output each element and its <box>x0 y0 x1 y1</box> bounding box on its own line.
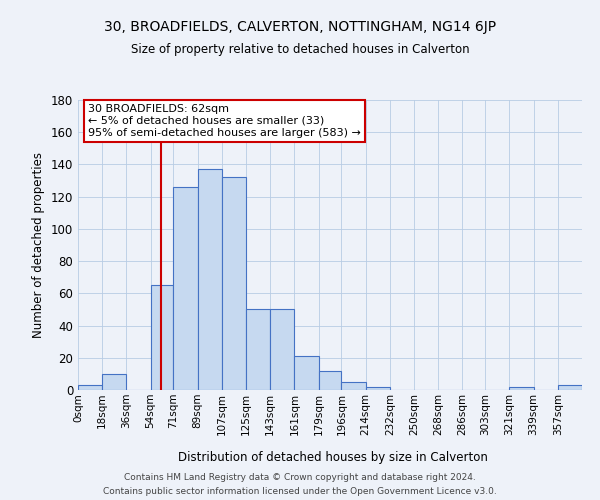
Bar <box>365 387 390 390</box>
Bar <box>246 310 270 390</box>
Bar <box>151 286 173 390</box>
Bar <box>173 187 197 390</box>
Bar <box>78 385 102 390</box>
Bar <box>197 170 222 390</box>
Bar <box>222 178 246 390</box>
Text: 30 BROADFIELDS: 62sqm
← 5% of detached houses are smaller (33)
95% of semi-detac: 30 BROADFIELDS: 62sqm ← 5% of detached h… <box>88 104 361 138</box>
Text: Distribution of detached houses by size in Calverton: Distribution of detached houses by size … <box>178 451 488 464</box>
Text: Size of property relative to detached houses in Calverton: Size of property relative to detached ho… <box>131 42 469 56</box>
Bar <box>270 310 295 390</box>
Bar <box>102 374 127 390</box>
Bar <box>509 387 533 390</box>
Bar <box>341 382 365 390</box>
Bar <box>295 356 319 390</box>
Bar <box>319 370 341 390</box>
Bar <box>558 385 582 390</box>
Text: Contains HM Land Registry data © Crown copyright and database right 2024.: Contains HM Land Registry data © Crown c… <box>124 473 476 482</box>
Y-axis label: Number of detached properties: Number of detached properties <box>32 152 45 338</box>
Text: Contains public sector information licensed under the Open Government Licence v3: Contains public sector information licen… <box>103 486 497 496</box>
Text: 30, BROADFIELDS, CALVERTON, NOTTINGHAM, NG14 6JP: 30, BROADFIELDS, CALVERTON, NOTTINGHAM, … <box>104 20 496 34</box>
